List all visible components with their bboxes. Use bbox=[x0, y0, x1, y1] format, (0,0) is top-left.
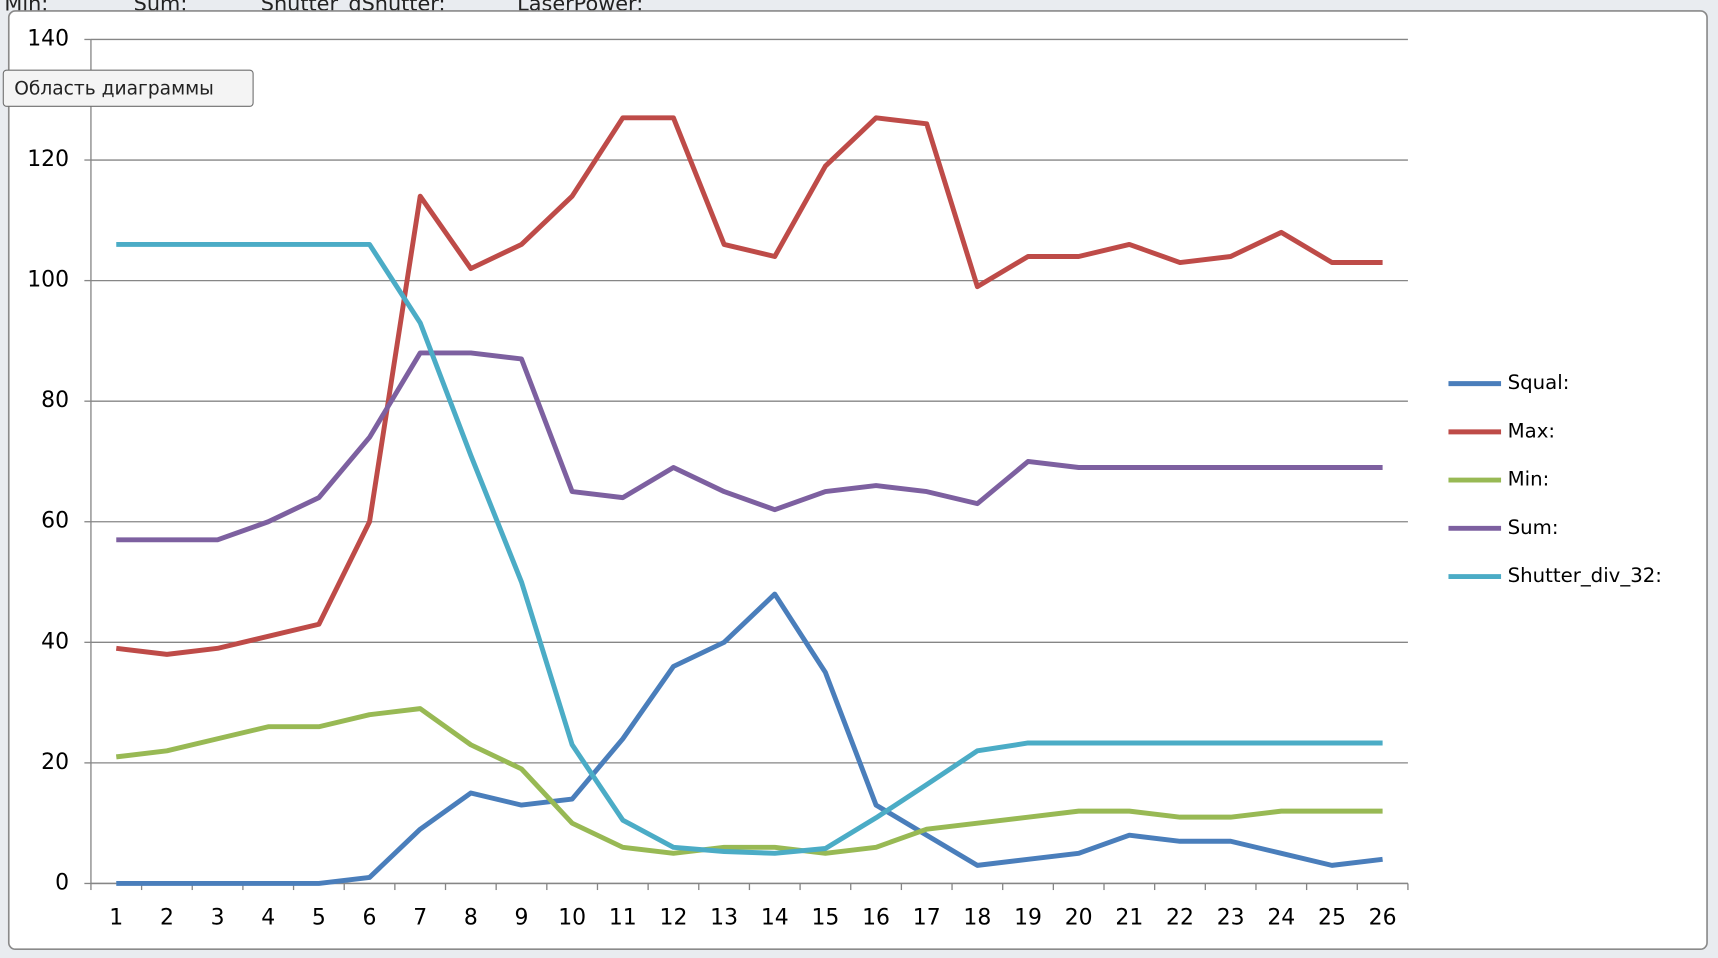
y-tick-label: 100 bbox=[27, 268, 69, 293]
x-tick-label: 1 bbox=[109, 906, 123, 931]
y-tick-label: 0 bbox=[55, 870, 69, 895]
legend-label: Min: bbox=[1508, 468, 1550, 491]
x-tick-label: 22 bbox=[1166, 906, 1194, 931]
x-tick-label: 5 bbox=[312, 906, 326, 931]
y-tick-label: 140 bbox=[27, 26, 69, 51]
y-tick-label: 20 bbox=[41, 750, 69, 775]
series-line bbox=[116, 350, 1383, 543]
x-tick-label: 24 bbox=[1267, 906, 1295, 931]
x-tick-label: 15 bbox=[811, 906, 839, 931]
x-tick-label: 25 bbox=[1318, 906, 1346, 931]
tooltip: Область диаграммы bbox=[14, 78, 214, 99]
y-tick-label: 60 bbox=[41, 509, 69, 534]
x-tick-label: 19 bbox=[1014, 906, 1042, 931]
x-tick-label: 11 bbox=[609, 906, 637, 931]
legend-label: Sum: bbox=[1508, 516, 1559, 539]
legend-label: Shutter_div_32: bbox=[1508, 564, 1662, 587]
x-tick-label: 20 bbox=[1065, 906, 1093, 931]
series-line bbox=[116, 591, 1383, 886]
x-tick-label: 7 bbox=[413, 906, 427, 931]
x-tick-label: 17 bbox=[913, 906, 941, 931]
y-tick-label: 40 bbox=[41, 629, 69, 654]
x-tick-label: 4 bbox=[261, 906, 275, 931]
y-tick-label: 80 bbox=[41, 388, 69, 413]
x-tick-label: 18 bbox=[963, 906, 991, 931]
x-tick-label: 13 bbox=[710, 906, 738, 931]
series-line bbox=[115, 706, 1383, 856]
x-tick-label: 10 bbox=[558, 906, 586, 931]
x-tick-label: 8 bbox=[464, 906, 478, 931]
x-tick-label: 2 bbox=[160, 906, 174, 931]
x-tick-label: 6 bbox=[363, 906, 377, 931]
series-line bbox=[116, 241, 1383, 856]
x-tick-label: 21 bbox=[1115, 906, 1143, 931]
chart-area[interactable] bbox=[7, 10, 1708, 951]
x-tick-label: 9 bbox=[515, 906, 529, 931]
x-tick-label: 16 bbox=[862, 906, 890, 931]
x-tick-label: 23 bbox=[1217, 906, 1245, 931]
x-tick-label: 12 bbox=[660, 906, 688, 931]
legend-label: Squal: bbox=[1508, 371, 1570, 394]
tooltip-box bbox=[2, 69, 254, 107]
series-line bbox=[115, 115, 1383, 657]
x-tick-label: 3 bbox=[211, 906, 225, 931]
legend-label: Max: bbox=[1508, 419, 1555, 442]
y-tick-label: 120 bbox=[27, 147, 69, 172]
x-tick-label: 14 bbox=[761, 906, 789, 931]
x-tick-label: 26 bbox=[1369, 906, 1397, 931]
